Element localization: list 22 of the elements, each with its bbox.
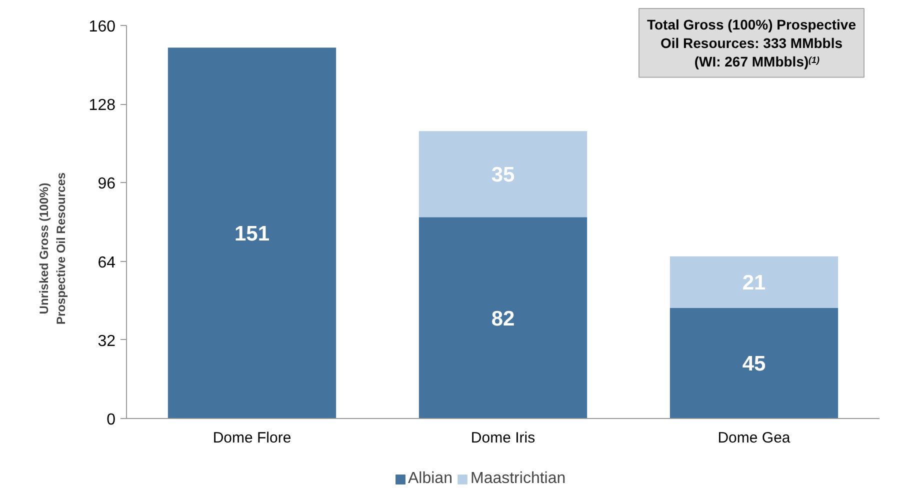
x-tick-label: Dome Flore (212, 430, 292, 446)
y-tick-label: 128 (88, 97, 116, 114)
data-label: 82 (491, 307, 515, 330)
bar (670, 308, 838, 418)
x-tick-label: Dome Gea (718, 430, 791, 446)
bar (168, 48, 336, 418)
data-label: 35 (491, 164, 515, 187)
data-label: 21 (742, 272, 766, 295)
data-label: 45 (742, 352, 766, 376)
bar (670, 256, 838, 308)
y-tick-label: 0 (106, 412, 116, 428)
y-tick-label: 64 (98, 254, 116, 272)
y-tick-label: 32 (98, 332, 116, 350)
x-tick-label: Dome Iris (470, 430, 536, 446)
bar (418, 217, 588, 418)
y-axis-title: Unrisked Gross (100%) Prospective Oil Resources (37, 172, 68, 325)
data-label: 151 (234, 222, 270, 246)
y-tick-label: 160 (88, 18, 116, 36)
y-tick-label: 96 (98, 176, 116, 193)
bar (418, 131, 588, 218)
legend-label: Maastrichtian (470, 470, 566, 488)
legend-label: Albian (408, 470, 452, 488)
